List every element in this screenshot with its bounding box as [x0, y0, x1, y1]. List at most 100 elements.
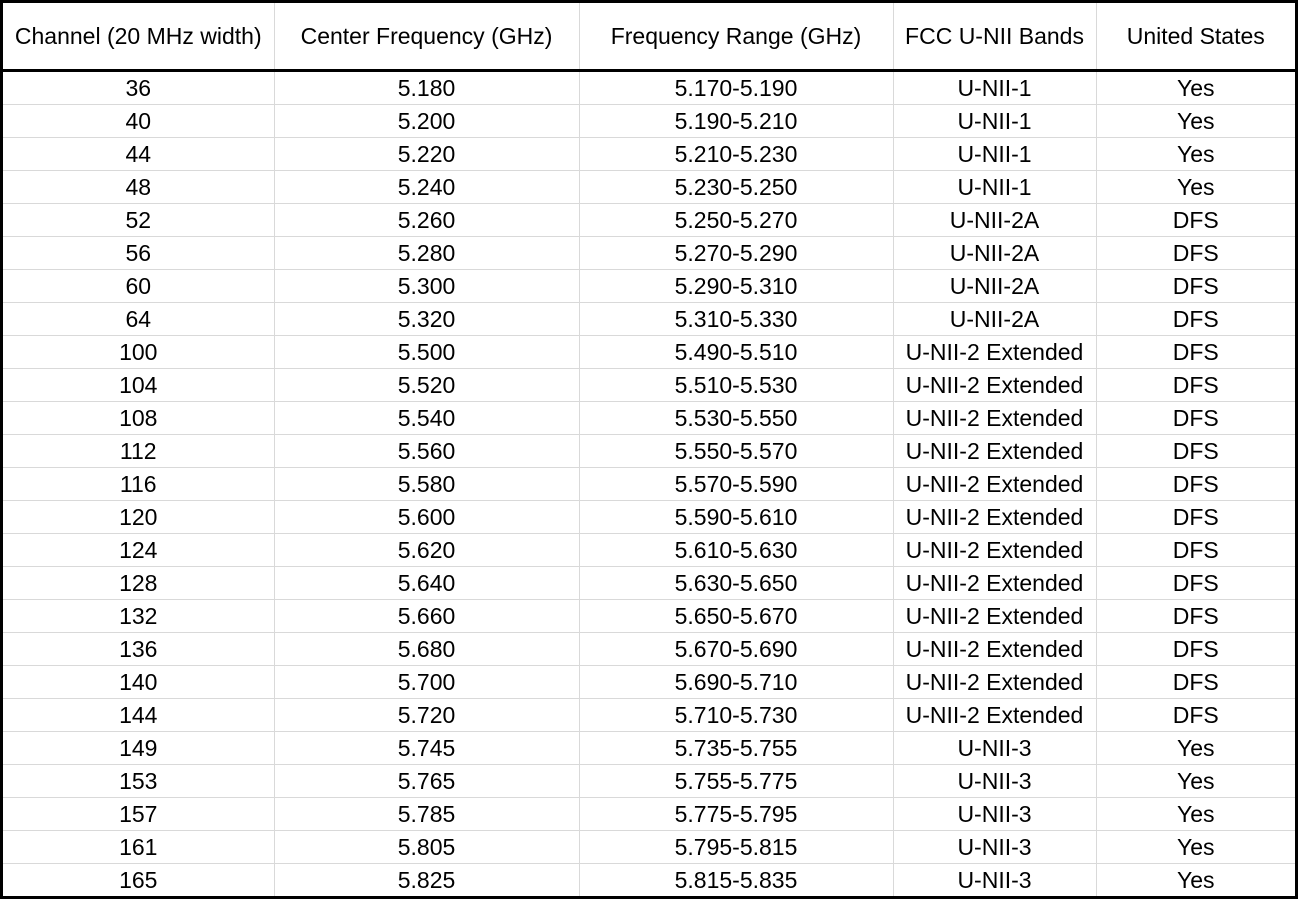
cell-fcc-band: U-NII-2 Extended [893, 698, 1097, 732]
cell-center-frequency: 5.520 [274, 368, 580, 402]
cell-channel: 56 [3, 236, 275, 270]
cell-united-states: DFS [1096, 368, 1295, 402]
cell-fcc-band: U-NII-1 [893, 70, 1097, 105]
cell-channel: 64 [3, 302, 275, 336]
cell-fcc-band: U-NII-3 [893, 863, 1097, 896]
table-row: 140 5.700 5.690-5.710 U-NII-2 Extended DFS [3, 665, 1295, 699]
cell-channel: 161 [3, 830, 275, 864]
cell-united-states: DFS [1096, 566, 1295, 600]
table-row: 120 5.600 5.590-5.610 U-NII-2 Extended DFS [3, 500, 1295, 534]
cell-united-states: DFS [1096, 500, 1295, 534]
cell-fcc-band: U-NII-2A [893, 269, 1097, 303]
cell-channel: 116 [3, 467, 275, 501]
cell-frequency-range: 5.230-5.250 [579, 170, 894, 204]
table-row: 52 5.260 5.250-5.270 U-NII-2A DFS [3, 203, 1295, 237]
cell-fcc-band: U-NII-3 [893, 731, 1097, 765]
cell-united-states: Yes [1096, 70, 1295, 105]
cell-channel: 120 [3, 500, 275, 534]
cell-fcc-band: U-NII-2A [893, 302, 1097, 336]
cell-center-frequency: 5.300 [274, 269, 580, 303]
cell-united-states: DFS [1096, 665, 1295, 699]
cell-center-frequency: 5.320 [274, 302, 580, 336]
cell-united-states: Yes [1096, 137, 1295, 171]
cell-center-frequency: 5.745 [274, 731, 580, 765]
cell-frequency-range: 5.755-5.775 [579, 764, 894, 798]
cell-channel: 104 [3, 368, 275, 402]
cell-fcc-band: U-NII-2 Extended [893, 500, 1097, 534]
cell-center-frequency: 5.280 [274, 236, 580, 270]
cell-frequency-range: 5.290-5.310 [579, 269, 894, 303]
cell-center-frequency: 5.620 [274, 533, 580, 567]
cell-channel: 165 [3, 863, 275, 896]
cell-fcc-band: U-NII-3 [893, 797, 1097, 831]
column-header-united-states: United States [1096, 3, 1295, 72]
cell-fcc-band: U-NII-2 Extended [893, 368, 1097, 402]
cell-center-frequency: 5.660 [274, 599, 580, 633]
cell-fcc-band: U-NII-2 Extended [893, 566, 1097, 600]
cell-frequency-range: 5.590-5.610 [579, 500, 894, 534]
cell-center-frequency: 5.825 [274, 863, 580, 896]
cell-frequency-range: 5.570-5.590 [579, 467, 894, 501]
cell-center-frequency: 5.240 [274, 170, 580, 204]
cell-channel: 36 [3, 70, 275, 105]
table-row: 124 5.620 5.610-5.630 U-NII-2 Extended DFS [3, 533, 1295, 567]
cell-channel: 153 [3, 764, 275, 798]
cell-united-states: DFS [1096, 302, 1295, 336]
cell-center-frequency: 5.600 [274, 500, 580, 534]
cell-fcc-band: U-NII-3 [893, 764, 1097, 798]
table-row: 60 5.300 5.290-5.310 U-NII-2A DFS [3, 269, 1295, 303]
cell-united-states: DFS [1096, 434, 1295, 468]
cell-fcc-band: U-NII-2 Extended [893, 401, 1097, 435]
cell-united-states: DFS [1096, 632, 1295, 666]
cell-frequency-range: 5.490-5.510 [579, 335, 894, 369]
cell-center-frequency: 5.765 [274, 764, 580, 798]
table-row: 36 5.180 5.170-5.190 U-NII-1 Yes [3, 70, 1295, 105]
cell-channel: 140 [3, 665, 275, 699]
cell-fcc-band: U-NII-2A [893, 236, 1097, 270]
table-row: 100 5.500 5.490-5.510 U-NII-2 Extended DFS [3, 335, 1295, 369]
table-row: 116 5.580 5.570-5.590 U-NII-2 Extended DFS [3, 467, 1295, 501]
cell-frequency-range: 5.170-5.190 [579, 70, 894, 105]
cell-frequency-range: 5.795-5.815 [579, 830, 894, 864]
cell-united-states: DFS [1096, 698, 1295, 732]
cell-channel: 132 [3, 599, 275, 633]
cell-united-states: Yes [1176, 866, 1215, 893]
cell-channel: 136 [3, 632, 275, 666]
cell-channel: 52 [3, 203, 275, 237]
cell-center-frequency: 5.260 [274, 203, 580, 237]
cell-fcc-band: U-NII-2 Extended [893, 434, 1097, 468]
table-row: 128 5.640 5.630-5.650 U-NII-2 Extended DFS [3, 566, 1295, 600]
table-row: 161 5.805 5.795-5.815 U-NII-3 Yes [3, 830, 1295, 864]
cell-fcc-band: U-NII-2 Extended [893, 632, 1097, 666]
cell-frequency-range: 5.210-5.230 [579, 137, 894, 171]
cell-united-states: DFS [1096, 269, 1295, 303]
table-row: 64 5.320 5.310-5.330 U-NII-2A DFS [3, 302, 1295, 336]
table-row: 132 5.660 5.650-5.670 U-NII-2 Extended DFS [3, 599, 1295, 633]
cell-united-states: Yes [1096, 830, 1295, 864]
cell-channel: 60 [3, 269, 275, 303]
cell-fcc-band: U-NII-2 Extended [893, 335, 1097, 369]
cell-frequency-range: 5.690-5.710 [579, 665, 894, 699]
cell-frequency-range: 5.510-5.530 [579, 368, 894, 402]
table-body: 36 5.180 5.170-5.190 U-NII-1 Yes 40 5.200 5.190… [3, 70, 1295, 896]
table-row: 112 5.560 5.550-5.570 U-NII-2 Extended DFS [3, 434, 1295, 468]
cell-center-frequency: 5.680 [274, 632, 580, 666]
cell-channel: 112 [3, 434, 275, 468]
cell-fcc-band: U-NII-1 [893, 104, 1097, 138]
column-header-center-frequency: Center Frequency (GHz) [274, 3, 580, 72]
cell-center-frequency: 5.180 [274, 70, 580, 105]
cell-united-states: DFS [1096, 401, 1295, 435]
cell-channel: 128 [3, 566, 275, 600]
cell-channel: 157 [3, 797, 275, 831]
cell-frequency-range: 5.710-5.730 [579, 698, 894, 732]
cell-fcc-band: U-NII-2 Extended [893, 599, 1097, 633]
cell-united-states: Yes [1096, 764, 1295, 798]
table-row: 149 5.745 5.735-5.755 U-NII-3 Yes [3, 731, 1295, 765]
table-row: 165 5.825 5.815-5.835 U-NII-3 Yes [3, 863, 1295, 896]
cell-center-frequency: 5.700 [274, 665, 580, 699]
cell-frequency-range: 5.650-5.670 [579, 599, 894, 633]
cell-frequency-range: 5.630-5.650 [579, 566, 894, 600]
cell-united-states: Yes [1096, 170, 1295, 204]
cell-united-states: DFS [1096, 335, 1295, 369]
